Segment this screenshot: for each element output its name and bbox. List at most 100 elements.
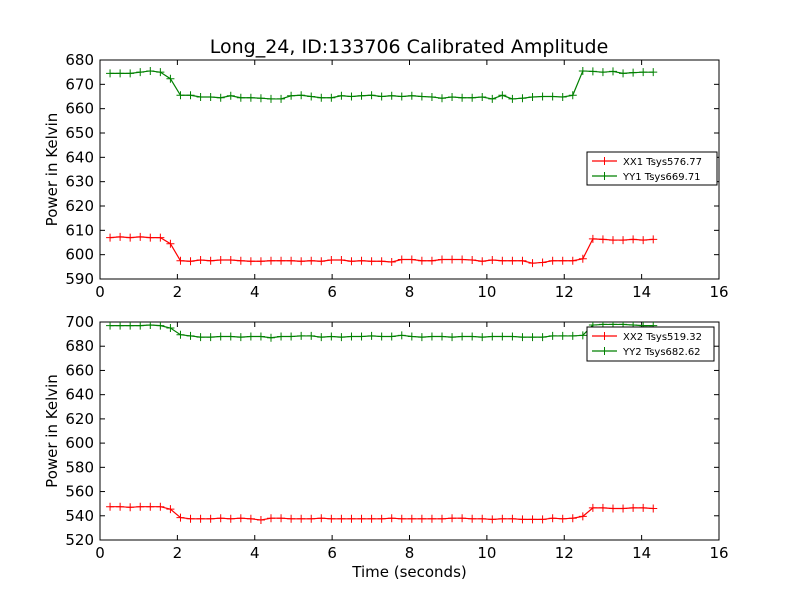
data-point	[266, 514, 275, 523]
data-point	[649, 68, 658, 77]
data-point	[488, 94, 497, 103]
data-point	[166, 324, 175, 333]
data-point	[448, 333, 457, 342]
data-point	[558, 514, 567, 523]
data-point	[578, 331, 587, 340]
data-point	[548, 92, 557, 101]
y-tick-label: 670	[65, 75, 94, 93]
data-point	[518, 94, 527, 103]
data-point	[458, 514, 467, 523]
data-point	[387, 91, 396, 100]
data-point	[427, 92, 436, 101]
data-point	[327, 332, 336, 341]
x-tick-label: 4	[250, 283, 260, 301]
y-tick-label: 650	[65, 124, 94, 142]
data-point	[407, 514, 416, 523]
data-point	[146, 502, 155, 511]
data-point	[186, 257, 195, 266]
data-point	[387, 332, 396, 341]
data-point	[216, 256, 225, 265]
legend-marker	[600, 332, 609, 340]
data-point	[246, 257, 255, 266]
x-tick-label: 8	[405, 283, 415, 301]
data-point	[156, 233, 165, 242]
data-point	[649, 504, 658, 513]
data-point	[508, 256, 517, 265]
data-point	[437, 514, 446, 523]
x-tick-label: 0	[95, 544, 105, 562]
data-point	[176, 513, 185, 522]
data-point	[287, 514, 296, 523]
data-point	[236, 256, 245, 265]
data-point	[146, 322, 155, 330]
y-axis-label: Power in Kelvin	[43, 374, 61, 488]
data-point	[578, 254, 587, 263]
data-point	[588, 503, 597, 512]
data-point	[116, 69, 125, 78]
data-point	[377, 92, 386, 101]
data-point	[468, 93, 477, 102]
y-tick-label: 660	[65, 100, 94, 118]
data-point	[649, 235, 658, 244]
y-tick-label: 680	[65, 51, 94, 69]
data-point	[417, 514, 426, 523]
y-tick-label: 610	[65, 221, 94, 239]
data-point	[458, 332, 467, 341]
data-point	[136, 502, 145, 511]
data-point	[488, 515, 497, 524]
data-point	[297, 257, 306, 266]
y-tick-label: 600	[65, 246, 94, 264]
data-point	[468, 514, 477, 523]
data-point	[619, 504, 628, 513]
data-point	[478, 92, 487, 101]
x-tick-label: 10	[477, 283, 496, 301]
y-tick-label: 520	[65, 531, 94, 549]
data-point	[608, 504, 617, 513]
data-point	[538, 333, 547, 342]
data-point	[639, 503, 648, 512]
series-group	[106, 322, 658, 525]
data-point	[206, 256, 215, 265]
data-point	[588, 234, 597, 243]
legend: XX2 Tsys519.32 YY2 Tsys682.62	[586, 326, 715, 362]
data-point	[367, 257, 376, 266]
data-point	[528, 515, 537, 524]
data-point	[498, 256, 507, 265]
data-point	[126, 69, 135, 78]
data-point	[619, 236, 628, 245]
data-point	[216, 332, 225, 341]
data-point	[327, 514, 336, 523]
data-point	[176, 256, 185, 265]
data-point	[226, 514, 235, 523]
data-point	[528, 259, 537, 268]
data-point	[639, 68, 648, 77]
data-point	[508, 514, 517, 523]
data-point	[538, 92, 547, 101]
data-point	[236, 333, 245, 342]
y-tick-label: 620	[65, 197, 94, 215]
data-point	[297, 91, 306, 100]
x-tick-label: 12	[555, 544, 574, 562]
data-point	[307, 256, 316, 265]
data-point	[196, 92, 205, 101]
data-point	[588, 67, 597, 76]
data-point	[256, 516, 265, 525]
data-point	[236, 514, 245, 523]
data-point	[437, 94, 446, 103]
x-tick-label: 6	[327, 283, 337, 301]
data-point	[568, 514, 577, 523]
data-point	[287, 91, 296, 100]
data-point	[226, 91, 235, 100]
data-point	[156, 68, 165, 77]
data-point	[116, 502, 125, 511]
data-point	[448, 514, 457, 523]
data-point	[568, 91, 577, 100]
data-point	[246, 514, 255, 523]
data-point	[528, 92, 537, 101]
data-point	[488, 332, 497, 341]
data-point	[478, 333, 487, 342]
data-point	[347, 257, 356, 266]
data-point	[106, 69, 115, 78]
x-axis-label: Time (seconds)	[351, 563, 467, 581]
